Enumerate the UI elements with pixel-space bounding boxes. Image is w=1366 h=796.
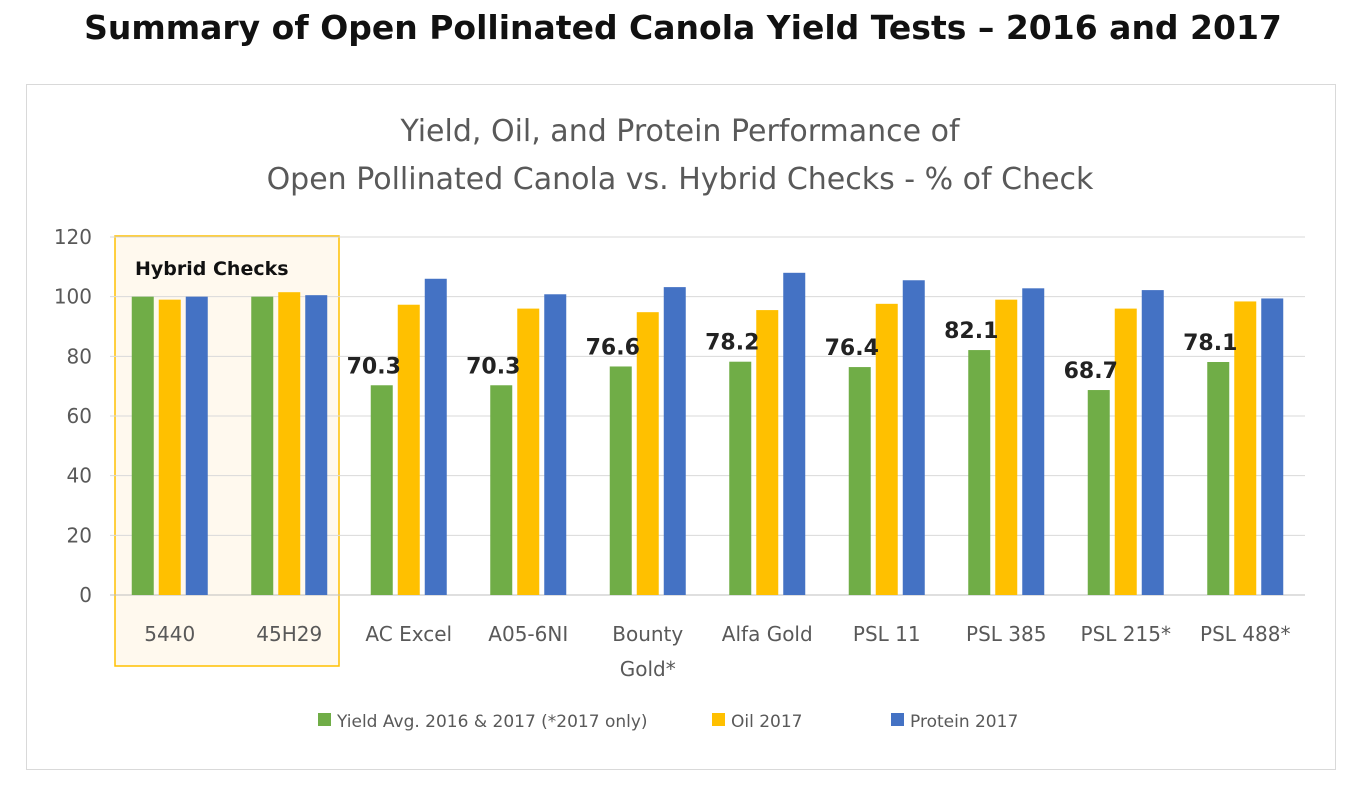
y-tick-label: 40 [67,464,92,488]
bar-yield-2 [370,385,393,595]
data-label: 78.2 [705,331,759,356]
x-tick-label: PSL 11 [853,622,921,646]
bar-oil-5 [756,310,779,595]
x-tick-label: Bounty [612,622,683,646]
bar-oil-3 [517,308,540,595]
legend-label: Yield Avg. 2016 & 2017 (*2017 only) [336,712,648,732]
page-title: Summary of Open Pollinated Canola Yield … [84,8,1282,47]
chart-title-line: Open Pollinated Canola vs. Hybrid Checks… [267,162,1094,197]
bar-yield-9 [1207,362,1230,595]
x-tick-label: AC Excel [365,622,452,646]
x-tick-label: PSL 215* [1081,622,1171,646]
data-label: 76.4 [825,336,879,361]
data-label: 82.1 [944,319,998,344]
x-tick-label: PSL 488* [1200,622,1290,646]
x-tick-label: 45H29 [256,622,322,646]
chart-title-line: Yield, Oil, and Protein Performance of [399,114,961,149]
x-tick-label: Gold* [620,657,676,681]
y-tick-label: 100 [54,285,92,309]
legend-swatch [891,713,904,726]
bar-protein-6 [902,280,925,595]
bar-protein-3 [544,294,567,595]
bar-yield-6 [848,367,871,595]
bar-protein-1 [305,295,328,595]
bar-yield-7 [968,350,991,595]
bar-oil-0 [158,299,181,595]
x-tick-label: PSL 385 [966,622,1046,646]
bar-protein-9 [1261,298,1284,595]
bar-oil-4 [636,312,659,595]
data-label: 70.3 [466,354,520,379]
legend-swatch [712,713,725,726]
data-label: 68.7 [1064,359,1118,384]
x-tick-label: 5440 [144,622,195,646]
legend-swatch [318,713,331,726]
x-tick-label: A05-6NI [488,622,568,646]
bar-oil-9 [1234,301,1257,595]
y-tick-label: 80 [67,344,92,368]
bar-oil-8 [1114,308,1137,595]
bar-yield-1 [251,296,274,595]
bar-protein-0 [185,296,208,595]
bar-protein-2 [424,278,447,595]
x-tick-label: Alfa Gold [722,622,813,646]
data-label: 78.1 [1183,331,1237,356]
y-tick-label: 0 [79,583,92,607]
y-tick-label: 120 [54,225,92,249]
y-tick-label: 60 [67,404,92,428]
bar-protein-4 [663,287,686,595]
bar-oil-7 [995,299,1018,595]
data-label: 70.3 [347,354,401,379]
bar-yield-8 [1087,390,1110,595]
legend-label: Protein 2017 [910,712,1018,732]
bar-oil-1 [278,292,301,595]
data-label: 76.6 [586,335,640,360]
bar-oil-6 [875,303,898,595]
bar-protein-5 [783,272,806,595]
bar-oil-2 [397,304,420,595]
y-tick-label: 20 [67,523,92,547]
bar-yield-3 [490,385,513,595]
bar-yield-4 [609,366,632,595]
bar-protein-8 [1141,290,1164,595]
bar-protein-7 [1022,288,1045,595]
bar-yield-0 [131,296,154,595]
bar-yield-5 [729,361,752,595]
legend-label: Oil 2017 [731,712,803,732]
hybrid-checks-label: Hybrid Checks [135,258,289,280]
